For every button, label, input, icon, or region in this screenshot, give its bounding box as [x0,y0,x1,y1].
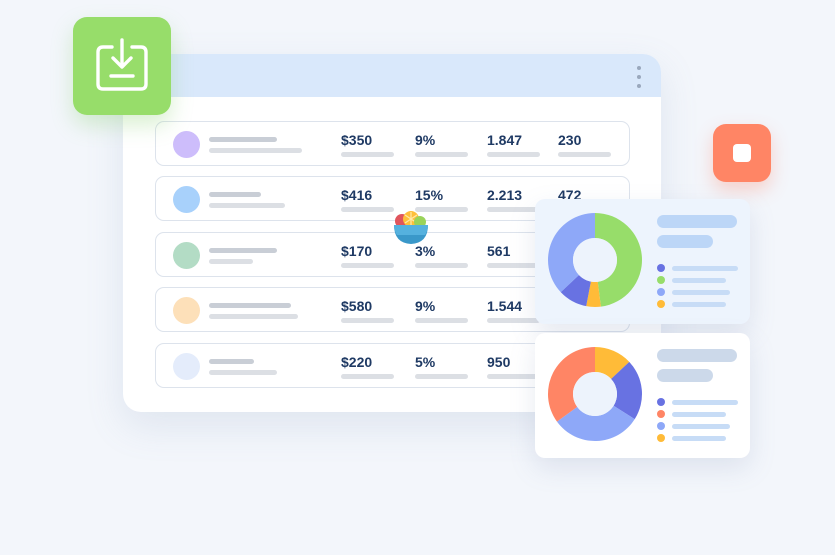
legend-label-placeholder [672,266,738,271]
donut-hole [573,238,617,282]
name-placeholder [209,137,277,142]
donut-chart-card [535,333,750,458]
avatar [173,297,200,324]
donut-segment [556,405,635,441]
legend-dot [657,300,665,308]
fruit-bowl-icon [394,211,428,244]
donut-hole [573,372,617,416]
price-value: $350 [341,132,373,148]
count-value: 1.847 [487,132,523,148]
price-value: $416 [341,187,373,203]
avatar [173,242,200,269]
count-value: 561 [487,243,511,259]
legend-label-placeholder [672,290,730,295]
donut-segment [595,347,630,379]
donut-chart [548,213,642,307]
name-placeholder [209,359,254,364]
legend-label-placeholder [672,302,726,307]
donut-segment [548,213,595,293]
price-value: $220 [341,354,373,370]
legend-dot [657,288,665,296]
donut-segment [595,213,642,307]
price-value: $580 [341,298,373,314]
avatar [173,353,200,380]
legend-dot [657,398,665,406]
number-value: 230 [558,132,582,148]
card-title-placeholder [657,349,737,362]
legend-label-placeholder [672,400,738,405]
window-header-bar [123,54,661,97]
subtitle-placeholder [209,259,253,264]
stop-square-icon [733,144,751,162]
card-title-placeholder [657,215,737,228]
percent-value: 3% [415,243,436,259]
legend-dot [657,434,665,442]
table-row[interactable]: $350 9% 1.847 230 [155,121,630,166]
percent-value: 9% [415,132,436,148]
percent-value: 15% [415,187,444,203]
subtitle-placeholder [209,314,298,319]
count-value: 950 [487,354,511,370]
legend-label-placeholder [672,424,730,429]
donut-segment [586,281,601,307]
download-tray-icon [96,38,148,91]
donut-segment [611,361,642,420]
subtitle-placeholder [209,370,277,375]
card-subtitle-placeholder [657,235,713,248]
percent-value: 9% [415,298,436,314]
kebab-menu-icon[interactable] [635,66,643,88]
subtitle-placeholder [209,148,302,153]
name-placeholder [209,192,261,197]
percent-value: 5% [415,354,436,370]
price-value: $170 [341,243,373,259]
avatar [173,131,200,158]
avatar [173,186,200,213]
subtitle-placeholder [209,203,285,208]
legend-label-placeholder [672,436,726,441]
donut-segment [548,347,595,422]
name-placeholder [209,248,277,253]
legend-label-placeholder [672,278,726,283]
name-placeholder [209,303,291,308]
donut-chart [548,347,642,441]
legend-label-placeholder [672,412,726,417]
legend-dot [657,422,665,430]
donut-segment [560,275,591,307]
legend-dot [657,276,665,284]
card-subtitle-placeholder [657,369,713,382]
stop-button[interactable] [713,124,771,182]
download-button[interactable] [73,17,171,115]
legend-dot [657,410,665,418]
count-value: 1.544 [487,298,523,314]
donut-chart-card [535,199,750,324]
count-value: 2.213 [487,187,523,203]
legend-dot [657,264,665,272]
